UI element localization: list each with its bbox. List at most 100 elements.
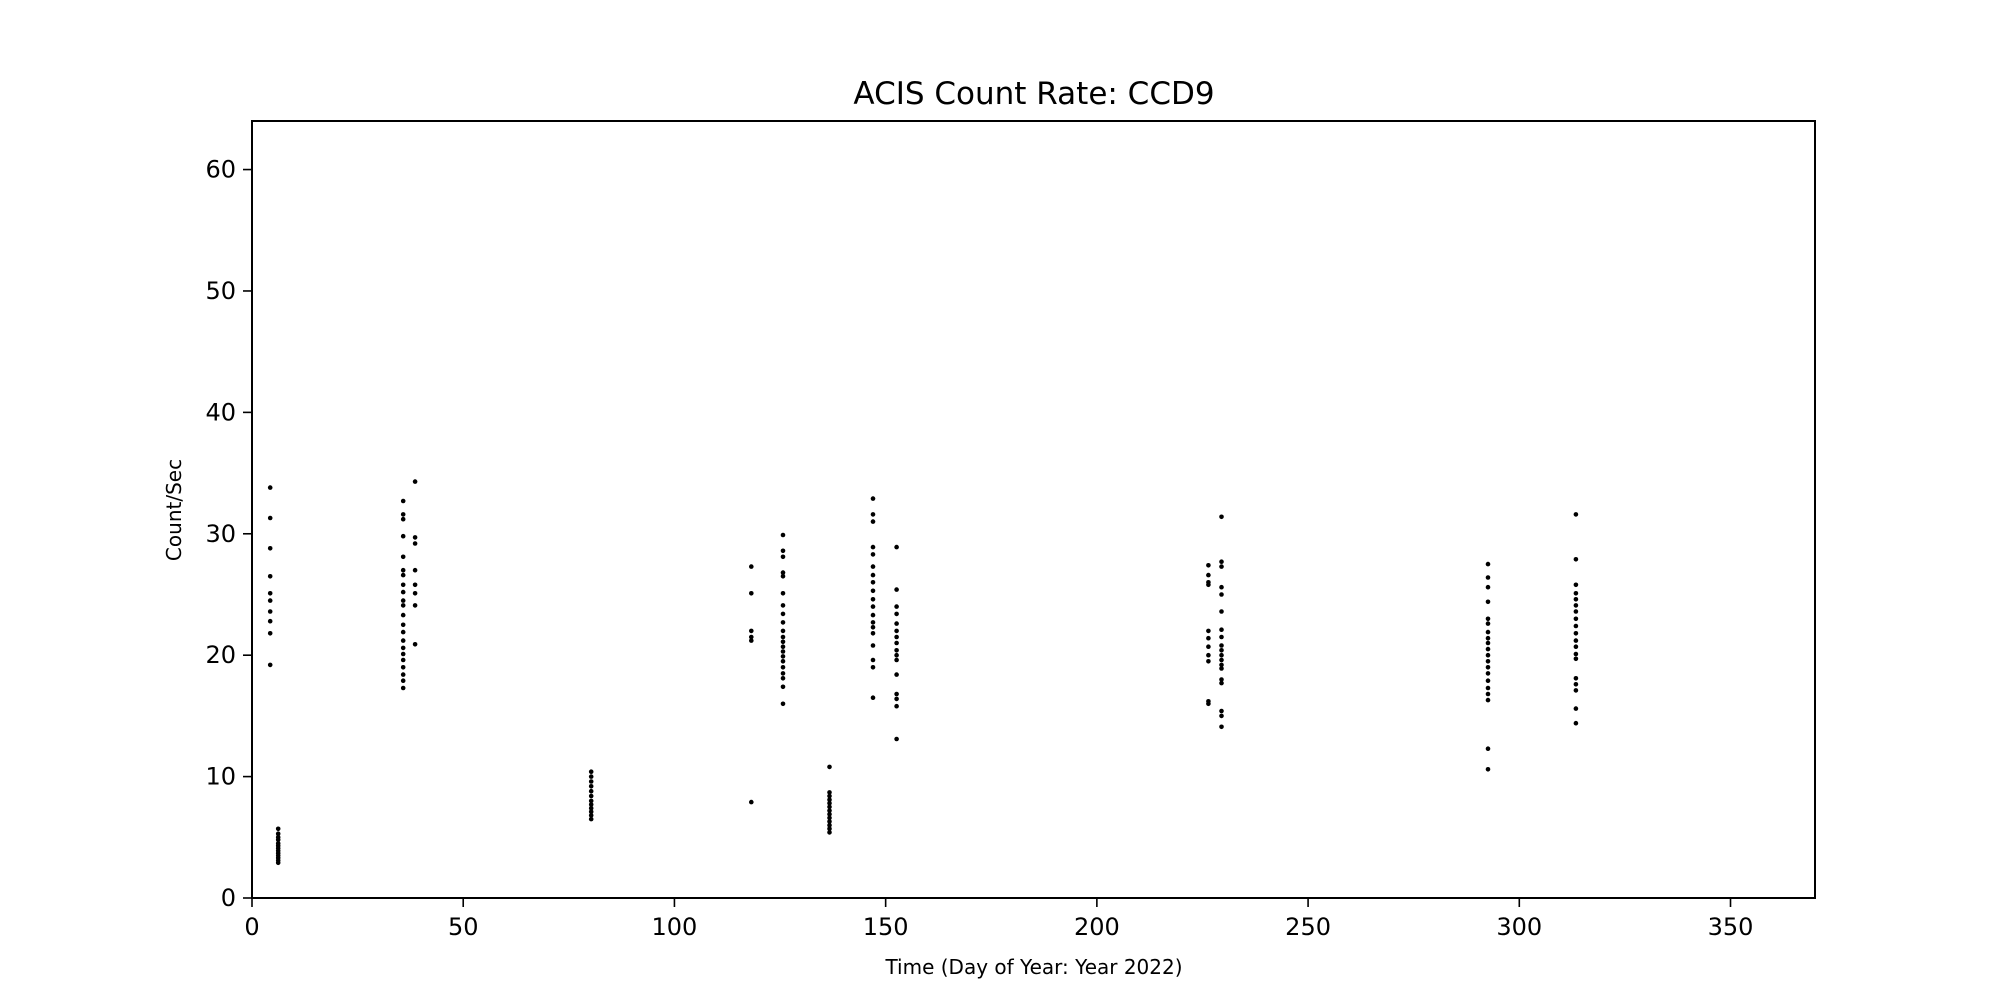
data-point [400, 603, 406, 608]
data-point [780, 574, 786, 579]
x-tick-label: 50 [448, 913, 479, 941]
data-point [1219, 514, 1224, 520]
data-point [1573, 597, 1579, 602]
y-tick-label: 20 [205, 641, 236, 669]
data-point [827, 811, 832, 817]
data-point [870, 564, 876, 569]
data-point [870, 625, 876, 630]
data-point [894, 544, 899, 550]
y-tick-label: 60 [205, 156, 236, 184]
x-tick-label: 100 [652, 913, 698, 941]
data-point [827, 830, 832, 835]
y-tick-label: 40 [205, 398, 236, 426]
data-point [400, 629, 406, 635]
data-point [588, 805, 594, 811]
data-point [1573, 644, 1579, 649]
data-point [275, 831, 281, 836]
data-point [780, 634, 786, 640]
data-point [400, 598, 406, 603]
data-point [1206, 701, 1211, 707]
data-point [1573, 603, 1579, 608]
data-point [400, 516, 406, 522]
data-point [827, 797, 832, 802]
data-point [827, 822, 832, 828]
data-point [400, 567, 406, 573]
data-point [1219, 627, 1224, 632]
data-point [400, 622, 406, 628]
data-point [894, 691, 899, 697]
data-point [400, 685, 406, 691]
data-point [870, 631, 876, 636]
data-point [780, 654, 786, 659]
data-point [400, 638, 406, 643]
data-point [400, 572, 406, 578]
data-point [1485, 659, 1491, 664]
x-tick-label: 250 [1285, 913, 1331, 941]
data-point [1485, 640, 1491, 646]
y-axis-label: Count/Sec [162, 459, 186, 561]
data-point [749, 564, 754, 569]
x-tick-label: 300 [1496, 913, 1542, 941]
data-point [412, 591, 418, 596]
data-point [588, 779, 594, 784]
data-point [1219, 559, 1224, 564]
data-point [588, 774, 594, 779]
data-point [780, 570, 786, 575]
data-point [894, 628, 899, 634]
data-point [827, 808, 832, 813]
data-point [1573, 609, 1579, 614]
data-point [1485, 599, 1491, 605]
data-point [400, 582, 406, 588]
y-tick-label: 50 [205, 277, 236, 305]
data-point [780, 628, 786, 634]
data-points [267, 479, 1579, 866]
data-point [1206, 582, 1211, 588]
data-point [894, 672, 899, 677]
data-point [870, 580, 876, 585]
data-point [827, 804, 832, 810]
data-point [1219, 662, 1224, 668]
plot-frame [251, 120, 1816, 899]
data-point [1485, 678, 1491, 683]
x-axis-label: Time (Day of Year: Year 2022) [884, 955, 1182, 979]
data-point [780, 591, 786, 596]
data-point [780, 684, 786, 690]
data-point [1206, 659, 1211, 664]
data-point [780, 701, 786, 707]
data-point [780, 548, 786, 554]
data-point [827, 815, 832, 821]
data-point [400, 612, 406, 618]
data-point [267, 574, 273, 579]
data-point [1573, 676, 1579, 681]
data-point [400, 498, 406, 504]
data-point [749, 634, 754, 640]
data-point [412, 479, 418, 484]
data-point [870, 597, 876, 602]
data-point [870, 612, 876, 618]
data-point [1573, 591, 1579, 596]
data-point [1485, 561, 1491, 567]
chart-title: ACIS Count Rate: CCD9 [853, 76, 1214, 112]
x-tick-label: 0 [244, 913, 259, 941]
data-point [780, 644, 786, 649]
data-point [1573, 720, 1579, 726]
data-point [1206, 628, 1211, 634]
data-point [1573, 638, 1579, 643]
data-point [1485, 665, 1491, 670]
data-point [870, 695, 876, 700]
data-point [870, 657, 876, 663]
data-point [1206, 644, 1211, 649]
data-point [1485, 746, 1491, 751]
data-point [870, 552, 876, 557]
data-point [412, 582, 418, 588]
data-point [588, 788, 594, 794]
data-point [780, 665, 786, 670]
data-point [1573, 682, 1579, 687]
data-point [400, 678, 406, 683]
data-point [267, 662, 273, 668]
data-point [894, 634, 899, 640]
data-point [1573, 616, 1579, 622]
data-point [412, 567, 418, 573]
data-point [780, 639, 786, 645]
